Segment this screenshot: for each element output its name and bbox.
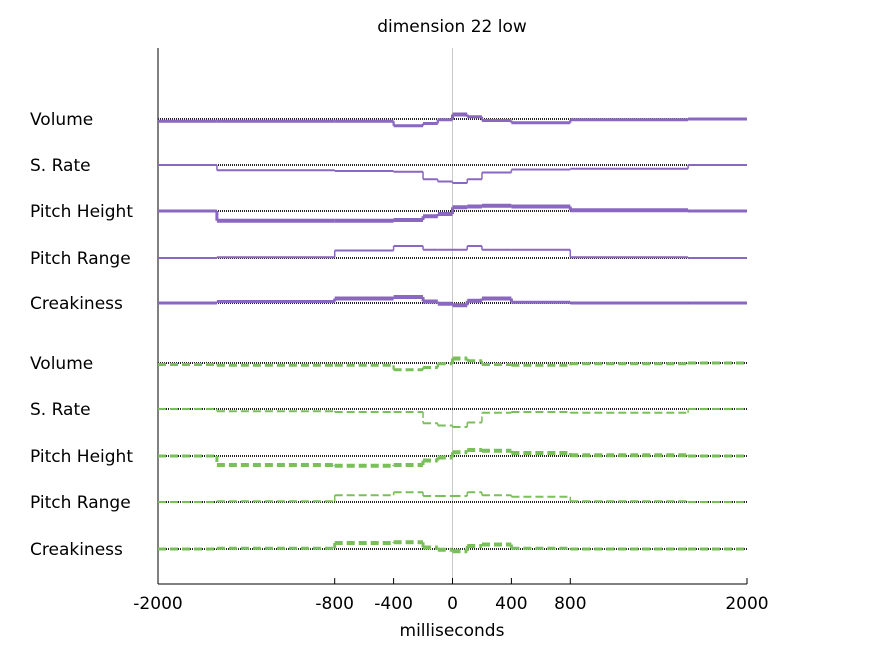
series-label: Creakiness	[30, 540, 123, 560]
x-tick-label: -800	[315, 594, 354, 614]
series-label: Pitch Height	[30, 447, 133, 467]
series-line	[158, 540, 747, 554]
series-line	[158, 112, 747, 128]
x-tick-label: -400	[374, 594, 413, 614]
series-line	[158, 491, 747, 503]
series-label: Pitch Height	[30, 202, 133, 222]
series-line	[158, 245, 747, 259]
series-line	[158, 448, 747, 468]
series-line	[158, 295, 747, 308]
x-tick-label: 800	[554, 594, 586, 614]
series-line	[158, 164, 747, 184]
x-tick-label: 2000	[725, 594, 768, 614]
series-label: Volume	[30, 110, 93, 130]
x-axis-label: milliseconds	[400, 621, 505, 641]
x-tick-label: -2000	[133, 594, 182, 614]
chart-title: dimension 22 low	[377, 17, 527, 37]
series-label: Pitch Range	[30, 249, 131, 269]
x-tick-label: 400	[495, 594, 527, 614]
series-line	[158, 408, 747, 428]
series-label: Creakiness	[30, 294, 123, 314]
x-tick-label: 0	[447, 594, 458, 614]
series-label: Volume	[30, 354, 93, 374]
series-label: S. Rate	[30, 400, 91, 420]
series-label: S. Rate	[30, 156, 91, 176]
series-label: Pitch Range	[30, 493, 131, 513]
series-line	[158, 356, 747, 372]
series-line	[158, 203, 747, 223]
plot-area: -2000 -800 -400 0 400 800 2000 Volume S. Rate Pit…	[30, 48, 769, 614]
